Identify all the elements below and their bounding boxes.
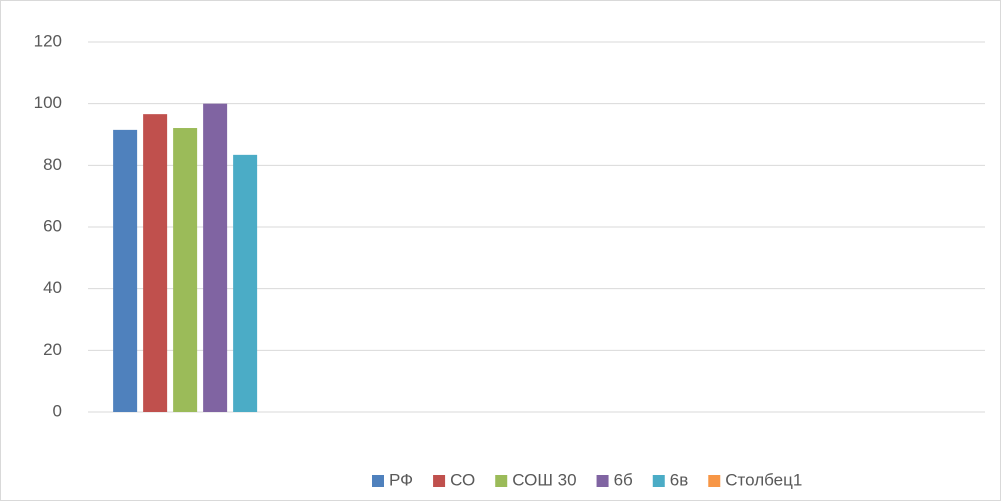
legend-swatch: [495, 475, 508, 487]
legend-swatch: [433, 475, 446, 487]
bar: [143, 114, 168, 413]
bar: [113, 129, 138, 412]
bar: [173, 128, 198, 412]
legend-swatch: [708, 475, 721, 487]
y-tick-label: 60: [43, 216, 62, 235]
legend-swatch: [652, 475, 665, 487]
legend-label: РФ: [389, 470, 413, 489]
y-tick-label: 20: [43, 340, 62, 359]
y-tick-label: 80: [43, 155, 62, 174]
y-tick-label: 40: [43, 278, 62, 297]
y-tick-label: 100: [34, 93, 62, 112]
legend-label: СО: [450, 470, 475, 489]
bar: [233, 154, 258, 412]
y-tick-label: 120: [34, 31, 62, 50]
legend-label: 6в: [670, 470, 689, 489]
legend-swatch: [596, 475, 609, 487]
bar: [203, 103, 228, 413]
legend-label: 6б: [614, 470, 633, 489]
legend-label: Столбец1: [725, 470, 802, 489]
legend-swatch: [372, 475, 384, 487]
legend-label: СОШ 30: [512, 470, 576, 489]
y-tick-label: 0: [53, 401, 62, 420]
